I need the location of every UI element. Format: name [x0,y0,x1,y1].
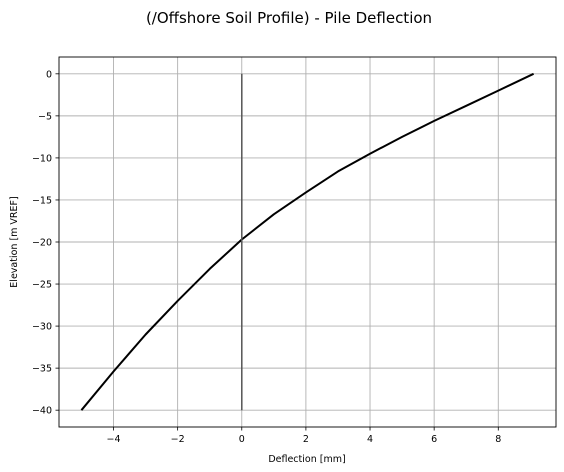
chart-title: (/Offshore Soil Profile) - Pile Deflecti… [146,9,432,27]
x-tick-label: 4 [367,434,373,445]
x-tick-label: 2 [303,434,309,445]
y-tick-label: 0 [46,69,52,80]
y-tick-label: −30 [32,322,52,333]
x-tick-label: 0 [239,434,245,445]
y-tick-label: −40 [32,406,52,417]
x-tick-label: 6 [431,434,437,445]
y-tick-label: −25 [32,280,52,291]
x-tick-label: −2 [171,434,185,445]
series-layer [80,72,535,411]
x-tick-label: −4 [107,434,121,445]
x-tick-label: 8 [495,434,501,445]
x-axis-label: Deflection [mm] [268,454,345,465]
y-axis-label: Elevation [m VREF] [9,196,20,287]
deflection-line [80,72,535,411]
axis-ticks: −4 −2 0 2 4 6 80−5−10−15−20−25−30−35−40 [32,69,501,445]
y-tick-label: −15 [32,195,52,206]
y-tick-label: −5 [38,111,52,122]
y-tick-label: −35 [32,364,52,375]
y-tick-label: −10 [32,153,52,164]
y-tick-label: −20 [32,238,52,249]
grid [59,57,556,427]
plot-frame [58,56,557,428]
